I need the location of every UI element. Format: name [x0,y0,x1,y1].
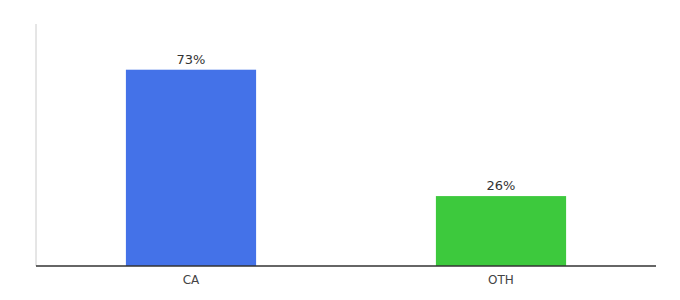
bar [436,196,566,266]
data-label: 73% [177,52,206,67]
chart-container: CA OTH 73% 26% [0,0,680,300]
chart-svg: CA OTH 73% 26% [0,0,680,300]
data-label: 26% [487,178,516,193]
y-axis-line [36,24,37,266]
x-axis-line [36,265,656,267]
bar [126,70,256,266]
x-tick-label: CA [183,273,200,287]
bars [126,70,566,266]
x-tick-label: OTH [488,273,514,287]
